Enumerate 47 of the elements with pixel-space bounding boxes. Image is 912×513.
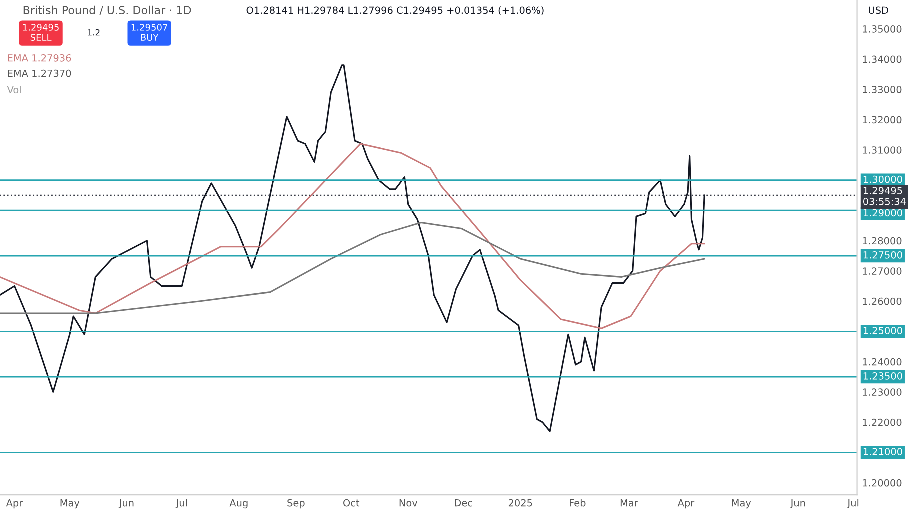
x-tick-label: Mar: [620, 500, 638, 507]
y-tick-label: 1.24000: [863, 358, 902, 366]
x-tick-label: Dec: [455, 500, 472, 507]
y-tick-label: 1.22000: [863, 418, 902, 426]
x-tick-label: Apr: [6, 500, 24, 509]
y-tick-label: 1.31000: [863, 146, 902, 154]
x-tick-label: Nov: [400, 500, 418, 507]
annotation: 1.29495 SELL: [23, 24, 59, 42]
y-tick-label: 1.35000: [863, 26, 902, 33]
y-tick-label: 1.32000: [863, 116, 902, 124]
y-tick-label: 1.26000: [863, 298, 902, 306]
ref-line-label: 1.29495 03:55:34: [863, 187, 906, 206]
text: USD: [869, 6, 888, 14]
y-tick-label: 1.27000: [863, 268, 902, 275]
x-tick-label: Aug: [230, 500, 248, 509]
y-tick-label: 1.34000: [863, 56, 902, 64]
ref-line-label: 1.27500: [864, 251, 902, 259]
x-tick-label: Feb: [570, 499, 586, 507]
ref-line-label: 1.21000: [864, 448, 902, 456]
line-series: [0, 143, 706, 330]
x-tick-label: May: [732, 500, 752, 509]
x-tick-label: Jul: [176, 499, 188, 509]
y-tick-label: 1.20000: [863, 479, 902, 487]
x-tick-label: May: [60, 500, 80, 509]
annotation: O1.28141 H1.29784 L1.27996 C1.29495 +0.01354 (+1.06%): [246, 6, 544, 16]
x-tick-label: Jun: [790, 500, 806, 509]
x-tick-label: Jul: [847, 499, 859, 509]
annotation: 1.29507 BUY: [132, 24, 168, 42]
annotation: 1.2: [88, 29, 100, 36]
ref-line-label: 1.25000: [864, 327, 902, 334]
x-tick-label: Apr: [678, 500, 695, 509]
y-tick-label: 1.33000: [863, 86, 902, 94]
chart-title: British Pound / U.S. Dollar · 1D: [24, 6, 192, 16]
x-tick-label: Jun: [118, 500, 134, 509]
annotation: EMA 1.27370: [8, 70, 72, 78]
y-tick-label: 1.23000: [863, 388, 902, 396]
ref-line-label: 1.23500: [864, 372, 902, 380]
ref-line-label: 1.30000: [864, 176, 902, 184]
x-tick-label: Oct: [344, 499, 360, 507]
annotation: Vol: [7, 86, 21, 94]
line-series: [0, 222, 706, 314]
annotation: EMA 1.27936: [8, 54, 72, 62]
x-tick-label: Sep: [288, 499, 305, 509]
x-tick-label: 2025: [508, 499, 532, 507]
ref-line-label: 1.29000: [864, 209, 902, 217]
y-tick-label: 1.28000: [863, 237, 902, 245]
line-series: [0, 64, 706, 432]
